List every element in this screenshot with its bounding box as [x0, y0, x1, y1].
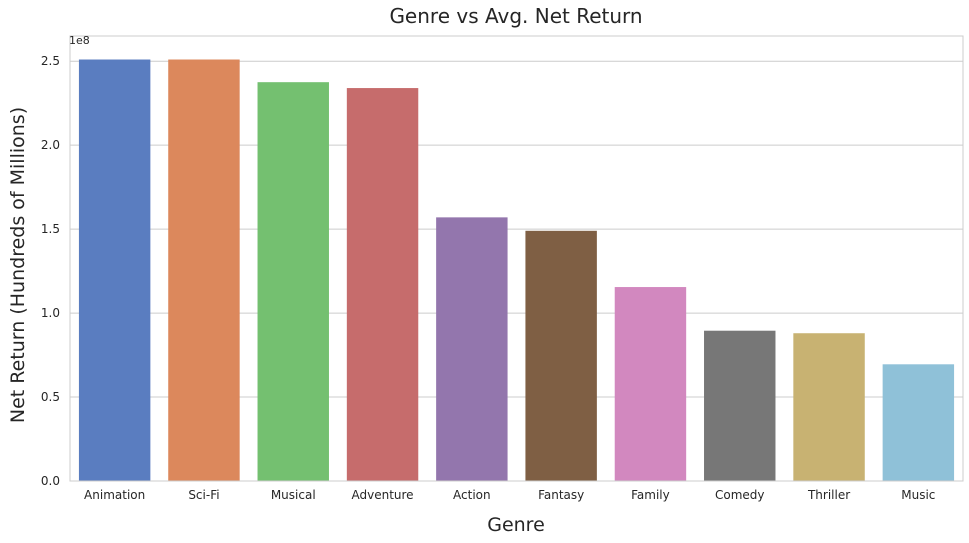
- bar-family: [614, 287, 687, 481]
- y-tick-labels: 0.0 0.5 1.0 1.5 2.0 2.5: [41, 54, 60, 488]
- y-tick-label: 0.0: [41, 474, 60, 488]
- chart-title: Genre vs Avg. Net Return: [389, 4, 642, 28]
- y-tick-label: 1.0: [41, 306, 60, 320]
- bars: [78, 59, 955, 482]
- bar-animation: [78, 59, 151, 482]
- x-tick-label: Animation: [84, 488, 145, 502]
- x-tick-label: Comedy: [715, 488, 765, 502]
- x-tick-label: Music: [901, 488, 935, 502]
- plot-frame: [69, 35, 964, 482]
- bar-sci-fi: [168, 59, 240, 482]
- y-tick-label: 2.0: [41, 138, 60, 152]
- y-tick-label: 1.5: [41, 222, 60, 236]
- bar-thriller: [793, 333, 865, 481]
- y-tick-label: 0.5: [41, 390, 60, 404]
- y-axis-label: Net Return (Hundreds of Millions): [7, 107, 29, 423]
- y-offset-label: 1e8: [69, 34, 90, 47]
- bar-comedy: [704, 330, 776, 481]
- bar-music: [882, 364, 955, 481]
- bar-adventure: [346, 88, 419, 481]
- x-tick-label: Sci-Fi: [188, 488, 219, 502]
- x-axis-label: Genre: [487, 514, 545, 536]
- x-tick-label: Musical: [271, 488, 316, 502]
- x-tick-label: Action: [453, 488, 491, 502]
- bar-action: [436, 217, 508, 481]
- x-tick-label: Adventure: [352, 488, 414, 502]
- x-tick-labels: Animation Sci-Fi Musical Adventure Action Fan…: [84, 488, 935, 502]
- x-tick-label: Family: [631, 488, 670, 502]
- y-tick-label: 2.5: [41, 54, 60, 68]
- bar-musical: [257, 82, 329, 481]
- x-tick-label: Thriller: [807, 488, 850, 502]
- bar-fantasy: [525, 230, 597, 481]
- x-tick-label: Fantasy: [538, 488, 584, 502]
